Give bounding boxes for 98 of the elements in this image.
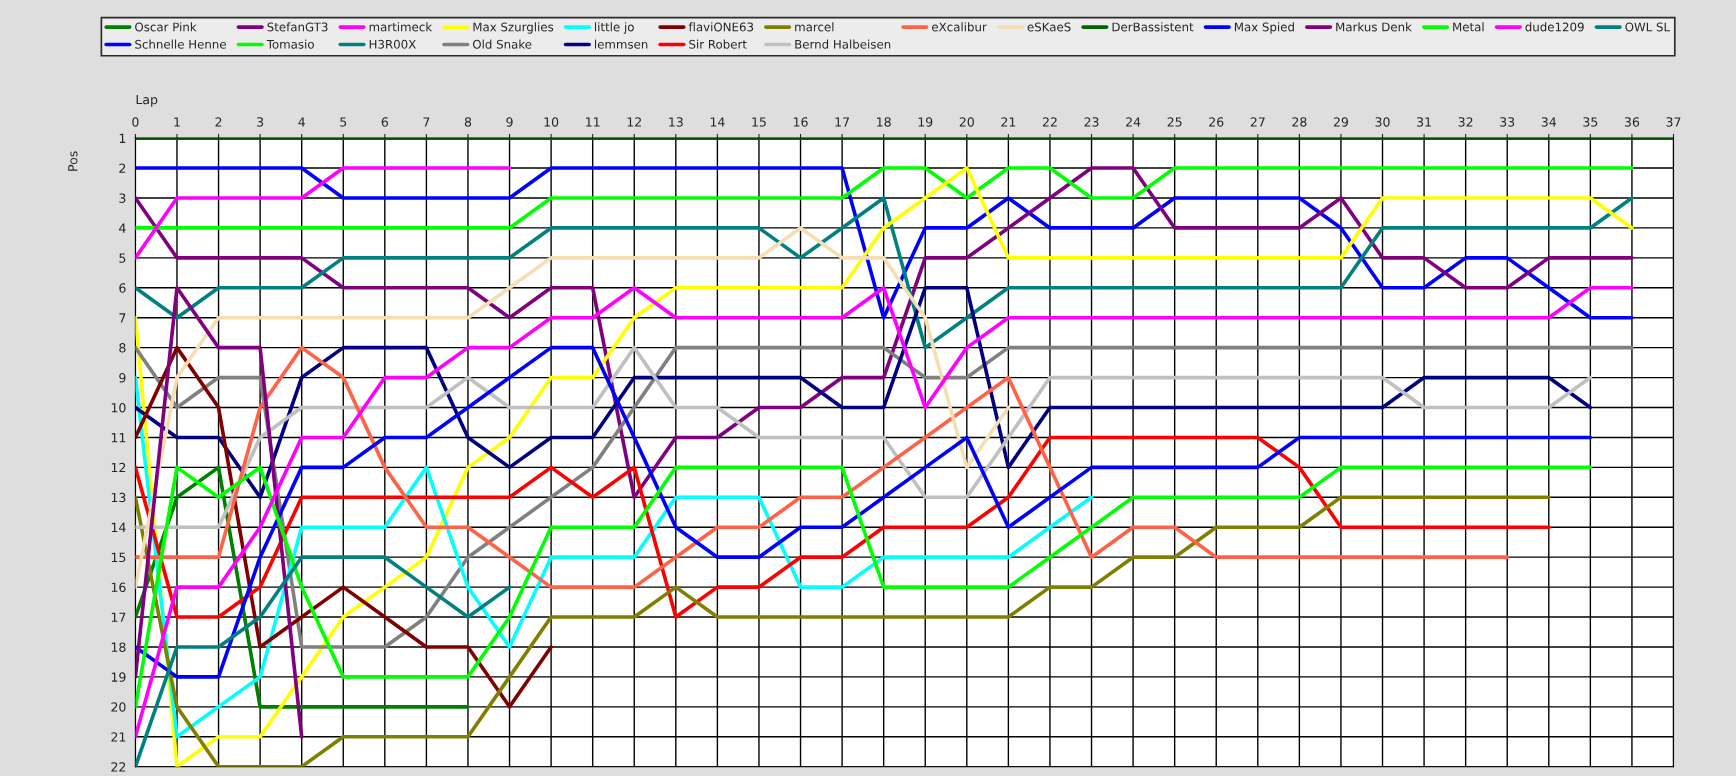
legend-label: H3R00X (369, 39, 416, 49)
x-axis-title: Lap (136, 94, 158, 107)
x-tick-label: 12 (627, 117, 641, 127)
line-series (135, 495, 1551, 767)
x-tick-label: 7 (423, 117, 430, 127)
y-tick-label: 12 (111, 462, 126, 473)
x-tick-label: 14 (710, 117, 725, 127)
y-axis-title: Pos (68, 151, 78, 171)
line-series (135, 166, 1634, 500)
legend-label: eXcalibur (932, 22, 987, 32)
y-tick-label: 9 (119, 373, 126, 383)
legend-label: lemmsen (595, 39, 648, 49)
x-tick-label: 2 (215, 117, 222, 127)
x-tick-label: 11 (586, 117, 600, 127)
y-tick-label: 6 (119, 283, 126, 293)
y-tick-label: 22 (111, 762, 126, 772)
legend-label: flaviONE63 (688, 22, 754, 32)
x-tick-label: 19 (918, 117, 933, 127)
x-tick-label: 15 (752, 117, 766, 127)
legend-label: Max Szurglies (473, 22, 554, 34)
x-tick-label: 34 (1541, 117, 1557, 127)
line-series (135, 465, 1593, 709)
line-series (135, 435, 1551, 619)
x-tick-label: 20 (959, 117, 974, 127)
line-series (135, 166, 1634, 320)
legend-label: StefanGT3 (267, 22, 328, 32)
legend-label: marcel (795, 22, 834, 32)
x-tick-label: 30 (1375, 117, 1390, 127)
legend-label: Schnelle Henne (135, 39, 226, 49)
legend-label: Oscar Pink (135, 22, 197, 32)
x-tick-label: 31 (1417, 117, 1431, 127)
x-tick-label: 25 (1167, 117, 1182, 127)
x-tick-label: 21 (1001, 117, 1016, 127)
x-tick-label: 32 (1458, 117, 1473, 127)
y-tick-label: 7 (119, 313, 126, 323)
x-tick-label: 28 (1292, 117, 1307, 127)
legend-label: dude1209 (1525, 22, 1584, 32)
y-tick-label: 14 (111, 522, 126, 532)
x-tick-label: 5 (340, 117, 347, 127)
x-tick-label: 4 (298, 117, 305, 127)
legend-label: Markus Denk (1336, 22, 1412, 32)
x-tick-label: 8 (464, 117, 472, 127)
y-tick-label: 19 (111, 672, 126, 682)
x-tick-label: 3 (257, 117, 264, 127)
y-tick-label: 13 (111, 492, 126, 503)
x-tick-label: 36 (1624, 117, 1640, 127)
x-tick-label: 33 (1500, 117, 1515, 127)
y-tick-label: 18 (111, 642, 126, 652)
line-series (135, 285, 1634, 739)
x-tick-label: 1 (174, 117, 180, 127)
x-tick-label: 9 (506, 117, 513, 127)
x-tick-label: 16 (793, 117, 808, 127)
legend-label: Metal (1453, 22, 1484, 32)
y-tick-label: 3 (119, 193, 126, 203)
x-tick-label: 35 (1583, 117, 1598, 127)
line-series (135, 285, 1593, 500)
y-tick-label: 2 (119, 163, 126, 173)
legend-label: little jo (595, 22, 634, 34)
legend-label: martimeck (369, 22, 433, 32)
legend-label: Sir Robert (689, 39, 747, 49)
line-series (135, 345, 1593, 530)
x-tick-label: 27 (1250, 117, 1265, 127)
legend-label: Max Spied (1234, 22, 1294, 34)
legend-label: Bernd Halbeisen (795, 39, 891, 49)
y-tick-label: 21 (111, 732, 126, 742)
x-tick-label: 23 (1084, 117, 1099, 127)
x-tick-label: 17 (835, 117, 849, 127)
line-series (135, 345, 1510, 589)
legend-label: OWL SL (1625, 22, 1671, 32)
x-tick-label: 0 (132, 117, 139, 127)
y-tick-label: 17 (111, 612, 126, 622)
y-tick-label: 1 (119, 133, 126, 143)
y-tick-label: 5 (119, 253, 126, 263)
x-tick-label: 26 (1209, 117, 1224, 127)
legend-label: eSKaeS (1027, 22, 1071, 32)
y-tick-label: 8 (119, 343, 126, 353)
x-tick-label: 24 (1126, 117, 1141, 127)
line-series (135, 345, 553, 709)
legend-label: Old Snake (472, 39, 532, 49)
x-tick-label: 10 (544, 117, 559, 127)
y-tick-label: 4 (119, 223, 126, 233)
y-tick-label: 15 (111, 552, 126, 563)
legend-label: Tomasio (266, 39, 314, 49)
line-series (135, 555, 512, 767)
x-tick-label: 13 (669, 117, 683, 127)
line-series (135, 196, 1634, 350)
y-tick-label: 16 (111, 582, 126, 593)
x-tick-label: 37 (1666, 117, 1681, 127)
x-tick-label: 6 (381, 117, 389, 127)
x-tick-label: 29 (1333, 117, 1349, 127)
line-series (135, 226, 1011, 589)
x-tick-label: 22 (1042, 117, 1057, 127)
x-tick-label: 18 (877, 117, 891, 127)
y-tick-label: 11 (111, 433, 126, 443)
legend-label: DerBassistent (1112, 22, 1194, 32)
y-tick-label: 10 (111, 402, 126, 413)
y-tick-label: 20 (111, 702, 126, 712)
line-series (135, 285, 304, 739)
